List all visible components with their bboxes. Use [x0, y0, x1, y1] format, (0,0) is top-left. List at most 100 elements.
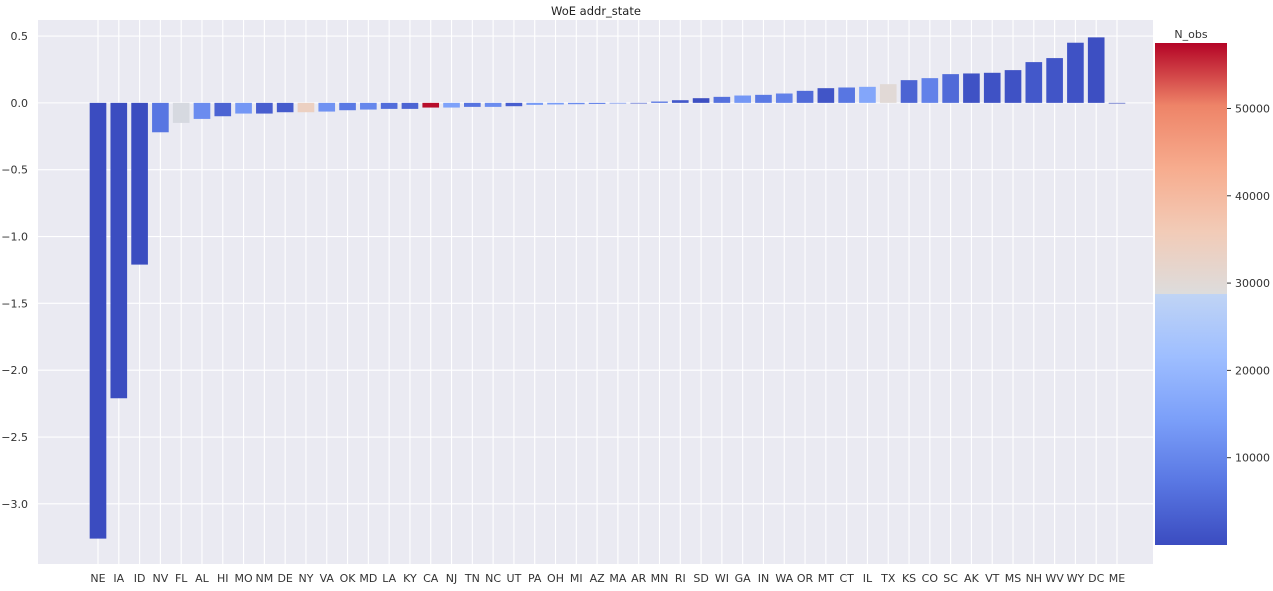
bar-ia [110, 102, 128, 399]
bar-ks [900, 80, 918, 103]
bar-mt [817, 88, 835, 103]
x-tick-label: OH [547, 572, 564, 585]
x-tick-label: TX [880, 572, 896, 585]
x-tick-label: NY [298, 572, 313, 585]
x-tick-label: RI [675, 572, 686, 585]
bar-or [796, 90, 814, 103]
x-tick-label: FL [175, 572, 188, 585]
x-tick-labels: NE IA ID NV FL AL HI MO NM DE NY VA OK MD LA KY CA NJ TN NC… [90, 572, 1125, 585]
x-tick-label: CO [922, 572, 939, 585]
x-tick-label: IL [863, 572, 873, 585]
x-tick-label: AL [195, 572, 210, 585]
colorbar [1155, 43, 1227, 545]
x-tick-label: MT [818, 572, 834, 585]
x-tick-label: NV [153, 572, 169, 585]
x-tick-label: DE [277, 572, 292, 585]
bar-ne [89, 102, 107, 539]
x-tick-label: NH [1026, 572, 1043, 585]
bar-ky [401, 102, 419, 109]
bar-nv [152, 102, 169, 133]
bar-ny [297, 102, 315, 113]
y-tick-label: 0.5 [11, 30, 29, 43]
x-tick-label: MD [359, 572, 377, 585]
bar-nj [443, 102, 460, 108]
x-tick-label: ID [134, 572, 146, 585]
x-tick-label: ME [1109, 572, 1125, 585]
colorbar-tick-label: 50000 [1235, 102, 1270, 115]
x-tick-label: WI [715, 572, 729, 585]
y-tick-labels: 0.5 0.0 −0.5 −1.0 −1.5 −2.0 −2.5 −3.0 [1, 30, 28, 511]
x-tick-label: GA [735, 572, 752, 585]
y-tick-label: 0.0 [11, 97, 29, 110]
colorbar-tick-label: 10000 [1235, 452, 1270, 465]
x-tick-label: WA [775, 572, 793, 585]
colorbar-tick-label: 40000 [1235, 190, 1270, 203]
x-tick-label: NE [90, 572, 105, 585]
x-tick-label: UT [507, 572, 522, 585]
bar-wv [1046, 58, 1063, 103]
x-tick-label: MS [1005, 572, 1021, 585]
y-tick-label: −3.0 [1, 498, 28, 511]
bar-de [276, 102, 294, 113]
x-tick-label: TN [464, 572, 480, 585]
bar-ut [505, 102, 523, 107]
bar-nm [256, 102, 273, 114]
bar-dc [1087, 37, 1105, 103]
bar-tn [464, 102, 481, 107]
x-tick-label: SC [943, 572, 958, 585]
bar-tx [879, 84, 897, 103]
x-tick-label: IA [113, 572, 124, 585]
x-tick-label: NM [256, 572, 274, 585]
bar-ms [1004, 70, 1022, 103]
bar-al [193, 102, 211, 119]
x-tick-label: AK [964, 572, 980, 585]
x-tick-label: LA [382, 572, 396, 585]
chart-title: WoE addr_state [551, 4, 641, 18]
x-tick-label: VA [320, 572, 335, 585]
colorbar-ticks: 10000 20000 30000 40000 50000 [1227, 102, 1270, 465]
bar-wy [1067, 42, 1084, 103]
x-tick-label: MA [609, 572, 626, 585]
x-tick-label: DC [1088, 572, 1104, 585]
x-tick-label: KS [902, 572, 916, 585]
bar-sd [692, 98, 710, 103]
bar-wi [713, 96, 731, 103]
x-tick-label: AZ [590, 572, 606, 585]
bar-hi [214, 102, 232, 117]
bar-mn [651, 101, 668, 103]
x-tick-label: CA [423, 572, 439, 585]
bar-oh [547, 102, 564, 105]
x-tick-label: MI [570, 572, 583, 585]
bar-ri [671, 100, 689, 103]
bar-vt [983, 72, 1001, 103]
bar-ca [422, 102, 440, 108]
bar-md [360, 102, 377, 110]
bar-wa [775, 93, 793, 103]
y-tick-label: −2.5 [1, 431, 28, 444]
bar-ok [339, 102, 356, 111]
bar-la [380, 102, 398, 109]
bar-il [859, 86, 876, 103]
bar-mo [235, 102, 252, 114]
bar-nh [1025, 62, 1043, 103]
bar-mi [567, 102, 585, 105]
bar-sc [942, 74, 959, 103]
bars [89, 37, 1126, 539]
y-tick-label: −0.5 [1, 164, 28, 177]
colorbar-tick-label: 20000 [1235, 364, 1270, 377]
x-tick-label: PA [528, 572, 542, 585]
y-tick-label: −2.0 [1, 364, 28, 377]
x-tick-label: NC [485, 572, 501, 585]
colorbar-label: N_obs [1174, 28, 1207, 41]
y-tick-label: −1.0 [1, 231, 28, 244]
bar-co [921, 78, 939, 103]
x-tick-label: NJ [446, 572, 457, 585]
x-tick-label: OR [797, 572, 814, 585]
x-tick-label: MO [234, 572, 252, 585]
x-tick-label: VT [985, 572, 1000, 585]
y-tick-label: −1.5 [1, 297, 28, 310]
bar-ct [838, 87, 855, 103]
bar-in [755, 94, 772, 103]
x-tick-label: OK [340, 572, 357, 585]
